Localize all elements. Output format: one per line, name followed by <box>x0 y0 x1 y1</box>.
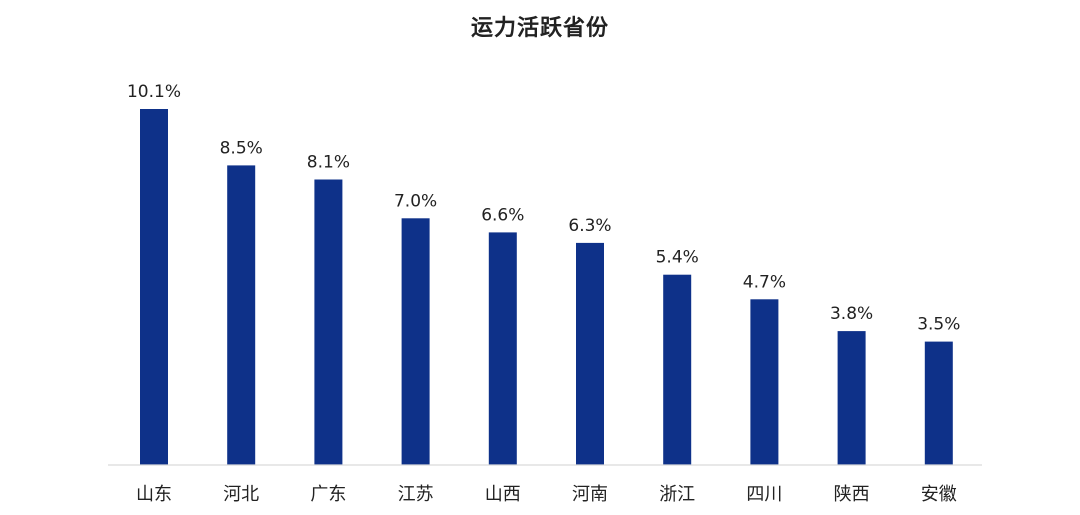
value-label-1: 10.1% <box>127 82 181 102</box>
category-label-6: 河南 <box>572 484 608 505</box>
bar-1 <box>140 109 168 465</box>
value-label-8: 4.7% <box>743 272 786 292</box>
bar-9 <box>837 331 866 465</box>
bar-4 <box>401 218 430 465</box>
category-label-9: 陕西 <box>834 484 870 505</box>
value-label-5: 6.6% <box>481 205 524 225</box>
category-label-4: 江苏 <box>398 484 434 505</box>
value-labels-layer: 10.1% 8.5% 8.1% 7.0% 6.6% 6.3% 5.4% 4.7% 3.8% 3.5… <box>127 82 960 335</box>
category-label-2: 河北 <box>223 484 259 505</box>
category-label-1: 山东 <box>136 484 172 505</box>
bar-2 <box>227 165 256 465</box>
category-label-3: 广东 <box>310 484 346 505</box>
bar-8 <box>750 299 779 465</box>
value-label-4: 7.0% <box>394 191 437 211</box>
value-label-2: 8.5% <box>220 138 263 158</box>
value-label-9: 3.8% <box>830 304 873 324</box>
bar-6 <box>576 242 604 465</box>
category-label-10: 安徽 <box>921 484 957 505</box>
value-label-10: 3.5% <box>917 315 960 335</box>
bar-10 <box>924 341 953 465</box>
value-label-6: 6.3% <box>568 216 611 236</box>
value-label-3: 8.1% <box>307 153 350 173</box>
chart-title: 运力活跃省份 <box>470 16 609 41</box>
category-label-7: 浙江 <box>659 484 695 505</box>
bar-5 <box>488 232 517 465</box>
bar-7 <box>663 274 692 465</box>
category-label-5: 山西 <box>485 484 521 505</box>
category-labels-layer: 山东 河北 广东 江苏 山西 河南 浙江 四川 陕西 安徽 <box>136 484 957 505</box>
value-label-7: 5.4% <box>656 248 699 268</box>
bar-3 <box>314 179 343 465</box>
bars-layer <box>140 109 953 465</box>
category-label-8: 四川 <box>746 484 782 505</box>
